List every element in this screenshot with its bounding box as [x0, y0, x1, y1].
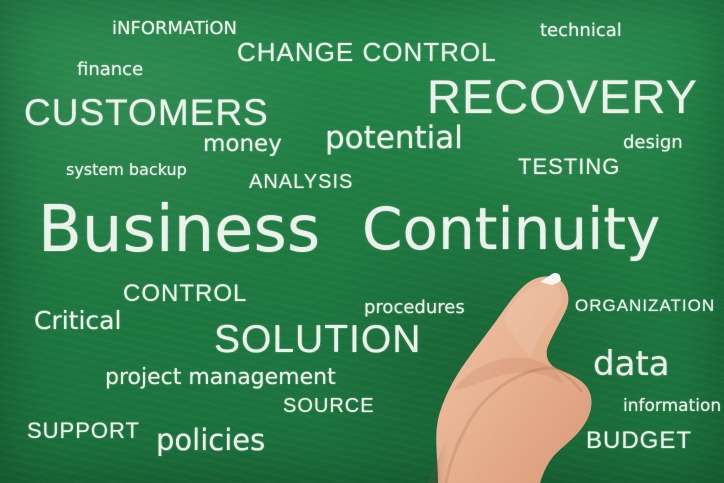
word-source: SOURCE — [283, 395, 375, 417]
word-control: CONTROL — [123, 280, 248, 307]
word-critical: Critical — [34, 306, 122, 335]
word-organization: ORGANIZATION — [575, 296, 716, 315]
word-testing: TESTING — [518, 154, 621, 179]
word-continuity: Continuity — [362, 195, 661, 263]
word-budget: BUDGET — [586, 427, 693, 454]
word-procedures: procedures — [364, 297, 465, 318]
word-support: SUPPORT — [27, 418, 140, 443]
word-change-control: CHANGE CONTROL — [237, 37, 497, 67]
word-information-lower: information — [623, 396, 722, 416]
word-policies: policies — [156, 423, 266, 457]
word-system-backup: system backup — [66, 160, 187, 179]
word-potential: potential — [325, 120, 463, 156]
word-design: design — [623, 132, 683, 153]
word-finance: finance — [77, 59, 144, 80]
word-technical: technical — [540, 20, 622, 41]
word-recovery: RECOVERY — [427, 70, 698, 123]
word-business: Business — [38, 193, 321, 267]
word-analysis: ANALYSIS — [249, 171, 354, 193]
word-money: money — [203, 131, 282, 157]
word-information-caps: iNFORMATiON — [112, 18, 238, 39]
word-solution: SOLUTION — [214, 318, 422, 361]
word-customers: CUSTOMERS — [24, 92, 269, 133]
word-data: data — [593, 344, 670, 384]
word-project-management: project management — [105, 365, 336, 390]
